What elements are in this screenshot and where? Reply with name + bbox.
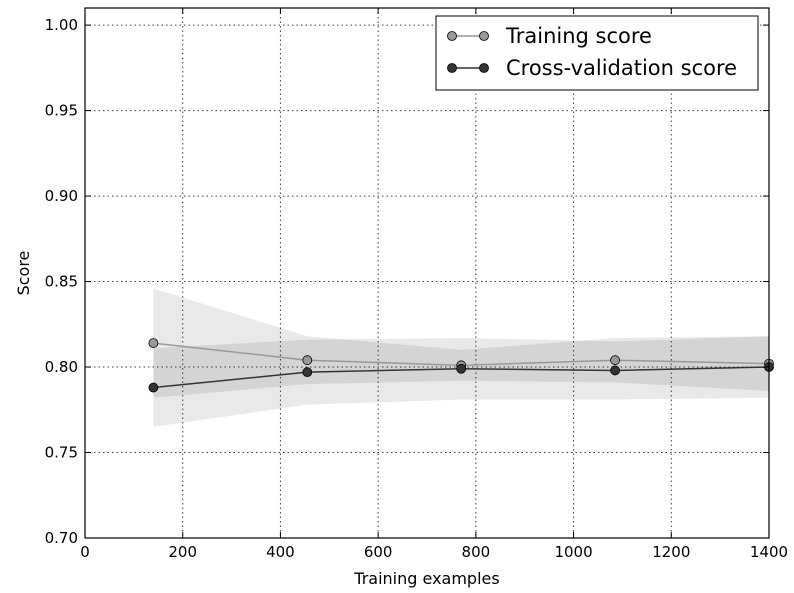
data-point-cross-validation	[456, 363, 467, 374]
y-tick-label: 0.90	[45, 187, 78, 205]
legend-marker-training	[479, 31, 489, 41]
x-tick-label: 600	[364, 543, 393, 561]
y-tick-label: 0.80	[45, 358, 78, 376]
axis-ticks	[84, 8, 770, 539]
x-tick-label: 1000	[554, 543, 592, 561]
y-axis-label: Score	[14, 251, 33, 296]
legend-marker-cross-validation	[447, 63, 457, 73]
data-point-training	[148, 338, 159, 348]
x-tick-label: 0	[80, 543, 90, 561]
x-tick-label: 1400	[750, 543, 788, 561]
confidence-bands	[153, 288, 769, 427]
legend-label-cross-validation: Cross-validation score	[506, 56, 737, 80]
x-axis-label: Training examples	[353, 569, 499, 588]
series-markers	[148, 338, 774, 393]
legend: Training score Cross-validation score	[435, 15, 759, 91]
y-tick-label: 1.00	[45, 16, 78, 34]
data-point-training	[302, 355, 313, 366]
data-point-cross-validation	[610, 365, 620, 376]
legend-marker-training	[447, 31, 457, 41]
y-tick-label: 0.70	[45, 529, 78, 547]
data-point-training	[610, 355, 620, 366]
y-tick-label: 0.95	[45, 102, 78, 120]
band-cross-validation	[153, 336, 769, 427]
y-tick-label: 0.85	[45, 273, 78, 291]
data-point-cross-validation	[302, 367, 313, 378]
legend-label-training: Training score	[505, 24, 652, 48]
plot-frame	[84, 7, 770, 539]
x-tick-label: 1200	[652, 543, 690, 561]
x-tick-label: 200	[168, 543, 197, 561]
data-point-cross-validation	[148, 382, 159, 393]
x-tick-label: 800	[462, 543, 491, 561]
tick-labels: 0 200 400 600 800 1000 1200 1400 0.70 0.75 0.80 0.8…	[45, 16, 789, 561]
grid-lines	[85, 8, 769, 538]
legend-box	[435, 15, 759, 91]
legend-marker-cross-validation	[479, 63, 489, 73]
x-tick-label: 400	[266, 543, 295, 561]
y-tick-label: 0.75	[45, 444, 78, 462]
